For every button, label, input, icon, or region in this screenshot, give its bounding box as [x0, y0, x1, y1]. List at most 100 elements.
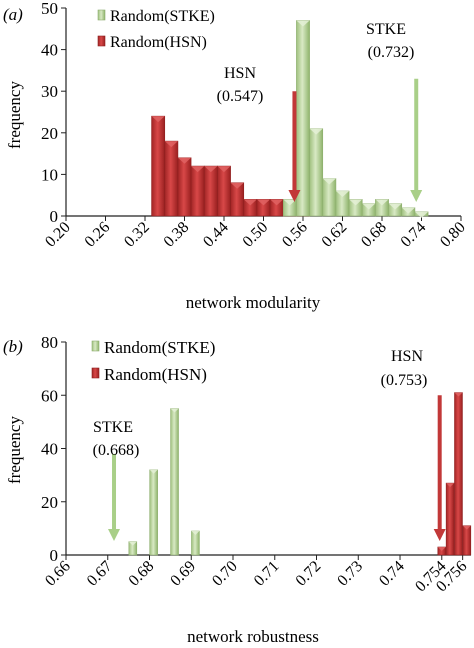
annotation-hsn-b-name: HSN	[391, 348, 423, 365]
y-tick-label: 0	[50, 207, 59, 226]
bar-random-hsn	[164, 140, 179, 217]
annotation-hsn-a-name: HSN	[224, 65, 256, 82]
panel-b-legend: Random(STKE) Random(HSN)	[91, 338, 215, 384]
x-tick-label: 0.26	[82, 219, 114, 251]
arrow-head	[288, 190, 301, 202]
bar-bevel	[191, 166, 205, 173]
annotation-stke-a-name: STKE	[366, 21, 406, 38]
bar-bevel	[128, 541, 137, 546]
legend-swatch-hsn	[97, 35, 106, 47]
bar-bevel	[401, 207, 415, 214]
annotation-hsn-a: HSN (0.547)	[217, 65, 264, 105]
bar-random-hsn	[217, 165, 231, 217]
x-tick-label: 0.80	[437, 219, 469, 251]
bar-bevel	[454, 392, 463, 397]
bar-bevel	[309, 128, 323, 135]
bar-bevel	[414, 211, 429, 218]
x-tick-label: 0.20	[42, 219, 74, 251]
bar-bevel	[462, 525, 471, 530]
bar-bevel	[204, 166, 218, 173]
panel-b-label: (b)	[3, 337, 23, 356]
panel-a-legend: Random(STKE) Random(HSN)	[97, 8, 215, 51]
x-tick-label: 0.68	[358, 219, 390, 251]
legend-swatch-stke	[97, 9, 106, 21]
y-tick-label: 40	[41, 440, 58, 459]
bar-bevel	[149, 469, 158, 474]
y-tick-label: 10	[41, 165, 58, 184]
x-tick-label: 0.73	[334, 558, 366, 590]
y-tick-label: 80	[41, 333, 58, 352]
bar-bevel	[446, 483, 455, 488]
bar-random-hsn	[445, 482, 455, 556]
annotation-stke-a: STKE (0.732)	[366, 21, 414, 61]
bar-bevel	[349, 199, 363, 206]
x-tick-label: 0.74	[398, 219, 430, 251]
annotation-stke-b-name: STKE	[93, 419, 133, 436]
annotation-hsn-a-value: (0.547)	[217, 88, 264, 105]
y-tick-label: 60	[41, 386, 58, 405]
annotation-stke-b-value: (0.668)	[93, 442, 140, 459]
x-tick-label: 0.74	[376, 558, 408, 590]
bar-random-hsn	[190, 165, 205, 217]
bar-random-hsn	[203, 165, 218, 217]
legend-label-stke-b: Random(STKE)	[104, 338, 215, 357]
bar-bevel	[335, 191, 350, 198]
bar-random-stke	[309, 128, 324, 217]
x-tick-label: 0.70	[209, 558, 241, 590]
legend-label-stke: Random(STKE)	[110, 8, 215, 25]
panel-a-label: (a)	[3, 5, 23, 24]
x-tick-label: 0.44	[200, 219, 232, 251]
bar-random-hsn	[151, 115, 166, 217]
y-tick-label: 50	[41, 0, 58, 18]
x-tick-label: 0.68	[126, 558, 158, 590]
bar-bevel	[437, 547, 446, 551]
bar-bevel	[230, 182, 244, 189]
x-tick-label: 0.71	[251, 558, 283, 590]
legend-label-hsn: Random(HSN)	[110, 34, 207, 51]
legend-label-hsn-b: Random(HSN)	[104, 365, 207, 384]
bar-random-stke	[296, 20, 310, 217]
legend-swatch-stke-b	[91, 340, 100, 352]
y-tick-label: 30	[41, 82, 58, 101]
arrow-head	[433, 529, 446, 541]
bar-bevel	[322, 178, 336, 185]
bar-bevel	[362, 203, 376, 210]
bar-bevel	[388, 203, 402, 210]
bar-random-hsn	[454, 392, 463, 556]
x-tick-label: 0.69	[167, 558, 199, 590]
annotation-stke-b: STKE (0.668)	[93, 419, 140, 459]
y-tick-label: 0	[50, 546, 59, 565]
bar-bevel	[283, 199, 297, 206]
legend-swatch-hsn-b	[91, 367, 100, 379]
panel-b-xlabel: network robustness	[187, 627, 319, 646]
bar-random-stke	[170, 408, 179, 556]
annotation-hsn-b: HSN (0.753)	[381, 348, 428, 389]
bar-bevel	[170, 408, 179, 413]
x-tick-label: 0.66	[42, 558, 74, 590]
panel-b-ylabel: frequency	[5, 416, 24, 484]
panel-a-xlabel: network modularity	[186, 293, 321, 312]
x-tick-label: 0.50	[240, 219, 272, 251]
bar-bevel	[177, 157, 192, 164]
y-tick-label: 20	[41, 493, 58, 512]
y-tick-label: 40	[41, 41, 58, 60]
bar-bevel	[256, 199, 271, 206]
x-tick-label: 0.62	[319, 219, 351, 251]
bar-bevel	[217, 166, 231, 173]
y-tick-label: 20	[41, 124, 58, 143]
bar-bevel	[296, 20, 310, 27]
x-tick-label: 0.72	[293, 558, 325, 590]
bar-random-stke	[149, 469, 158, 556]
x-tick-label: 0.56	[279, 219, 311, 251]
bar-bevel	[270, 199, 284, 206]
arrow-head	[108, 529, 121, 541]
annotation-hsn-b-value: (0.753)	[381, 372, 428, 389]
x-tick-label: 0.38	[161, 219, 193, 251]
bar-bevel	[243, 199, 257, 206]
arrow-head	[410, 190, 423, 202]
panel-a: (a) frequency network modularity 0 10 20 30…	[3, 0, 469, 312]
bar-bevel	[164, 141, 178, 148]
bar-bevel	[375, 199, 389, 206]
annotation-stke-a-value: (0.732)	[368, 44, 415, 61]
